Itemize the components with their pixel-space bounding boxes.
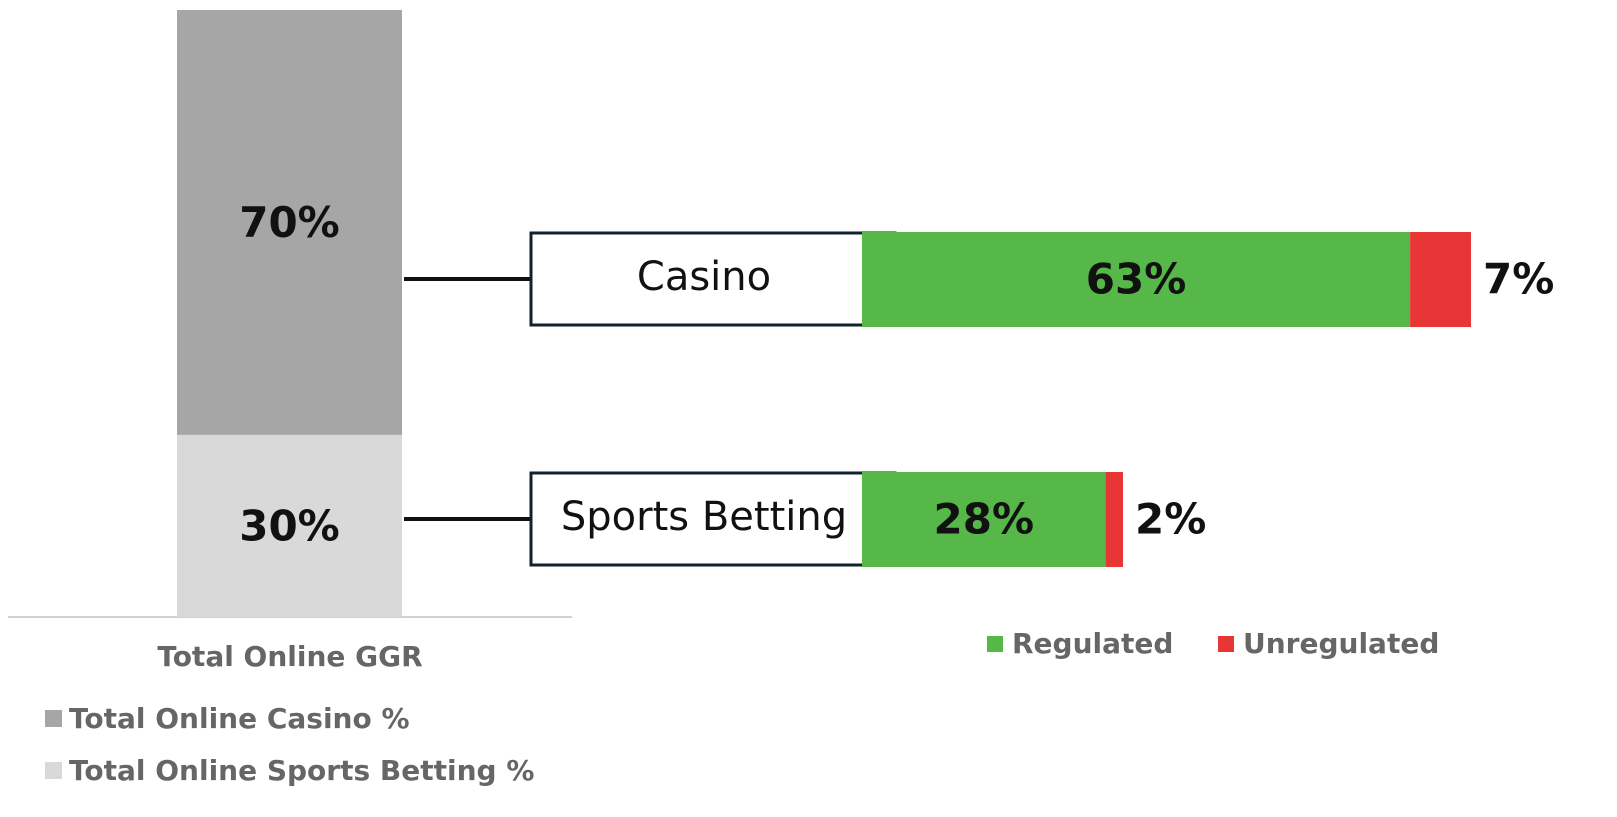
value-label: 70% — [239, 198, 340, 247]
bar-segment — [862, 232, 1411, 327]
legend-label: Regulated — [1012, 627, 1173, 660]
bar-segment — [862, 472, 1106, 567]
legend-swatch — [45, 710, 62, 727]
legend-swatch — [45, 762, 62, 779]
bar-segment — [177, 10, 402, 435]
bar-segment — [1410, 232, 1471, 327]
category-box — [529, 471, 897, 567]
legend-label: Total Online Sports Betting % — [69, 754, 534, 787]
value-label: 2% — [1135, 495, 1206, 544]
category-label: Sports Betting — [561, 494, 847, 540]
legend-swatch — [987, 636, 1003, 652]
category-label: Casino — [637, 254, 771, 300]
legend-label: Total Online Casino % — [69, 702, 410, 735]
legend-label: Unregulated — [1243, 627, 1439, 660]
category-label: Total Online GGR — [157, 640, 422, 673]
value-label: 30% — [239, 501, 340, 550]
value-label: 7% — [1483, 255, 1554, 304]
bar-segment — [177, 434, 402, 617]
bar-segment — [1105, 472, 1123, 567]
value-label: 63% — [1086, 255, 1187, 304]
legend-swatch — [1218, 636, 1234, 652]
value-label: 28% — [934, 495, 1035, 544]
